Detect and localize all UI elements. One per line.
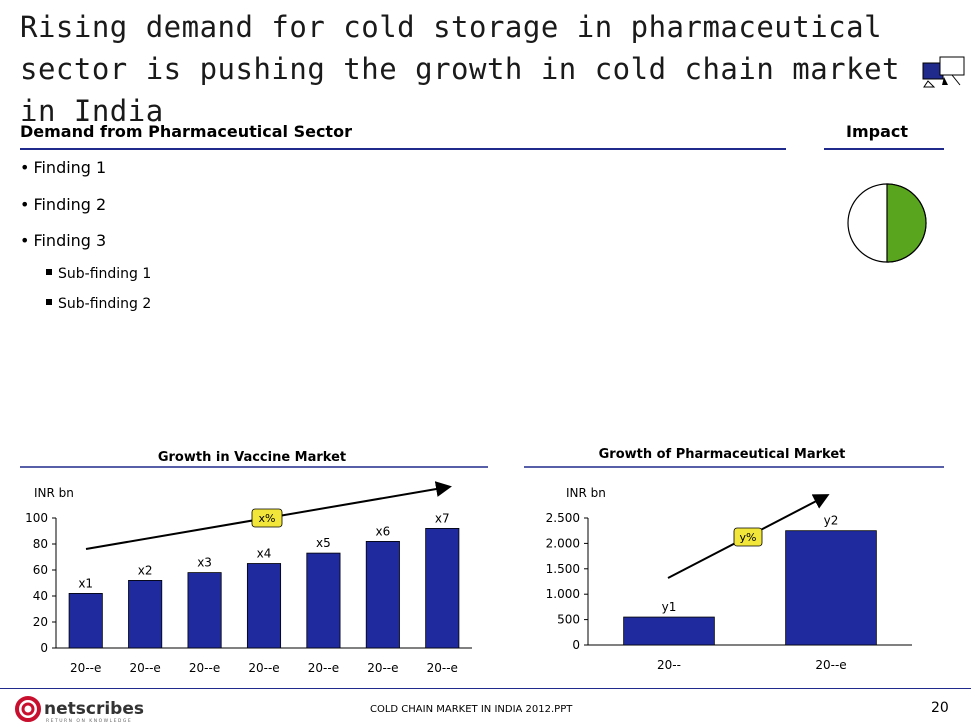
growth-badge: y% [733,527,763,547]
section-divider [20,148,786,150]
bar [623,616,715,646]
bar [128,580,163,649]
bullet-glyph: • [20,195,30,214]
sub-finding-item: Sub-finding 2 [46,296,151,312]
impact-heading: Impact [846,122,909,141]
data-label: y1 [662,600,677,614]
bar [425,528,460,649]
bar [306,552,341,649]
data-label: x4 [257,547,272,561]
sub-finding-text: Sub-finding 1 [58,266,152,282]
finding-item: • Finding 2 [20,195,106,214]
y-tick-label: 20 [33,615,48,629]
data-label: y2 [824,514,839,528]
section-heading: Demand from Pharmaceutical Sector [20,122,352,141]
footer-divider [0,688,971,689]
sub-finding-text: Sub-finding 2 [58,296,152,312]
y-tick-label: 100 [25,511,48,525]
y-tick-label: 500 [557,613,580,627]
y-tick-label: 2.500 [546,511,580,525]
y-tick-label: 1.000 [546,587,580,601]
y-tick-label: 1.500 [546,562,580,576]
logo-swirl-icon [15,696,41,722]
bullet-glyph: • [20,158,30,177]
bullet-glyph: • [20,231,30,250]
sub-finding-item: Sub-finding 1 [46,266,151,282]
square-bullet-icon [46,269,52,275]
bar [187,572,222,649]
category-label: 20--e [70,661,101,675]
y-tick-label: 0 [40,641,48,655]
data-label: x7 [435,511,450,525]
y-tick-label: 2.000 [546,536,580,550]
vaccine-market-chart: Growth in Vaccine Market INR bn 0 20 40 60 8… [20,450,488,675]
category-label: 20--e [427,661,458,675]
bar [246,563,282,649]
bars: y1 20-- y2 20--e [623,514,877,672]
data-label: x1 [78,576,93,590]
finding-item: • Finding 3 [20,231,106,250]
category-label: 20--e [367,661,398,675]
y-tick-label: 60 [33,563,48,577]
data-label: x6 [375,524,390,538]
growth-label: x% [259,512,276,525]
logo-tagline: RETURN ON KNOWLEDGE [46,718,132,724]
growth-label: y% [740,531,757,544]
unit-label: INR bn [566,486,606,500]
finding-text: Finding 2 [33,195,107,214]
slide-title: Rising demand for cold storage in pharma… [20,10,901,128]
bar [68,593,103,649]
footer-text: COLD CHAIN MARKET IN INDIA 2012.PPT [370,704,573,715]
category-label: 20--e [815,658,846,672]
bars: x1 20--e x2 20--e x3 20--e x4 20--e x5 20--e x6 20-… [68,511,460,675]
data-label: x5 [316,536,331,550]
bar [365,541,400,649]
y-tick-label: 80 [33,537,48,551]
netscribes-logo: netscribes RETURN ON KNOWLEDGE [15,696,144,724]
category-label: 20--e [189,661,220,675]
data-label: x3 [197,556,212,570]
finding-item: • Finding 1 [20,158,106,177]
pharma-market-chart: Growth of Pharmaceutical Market INR bn 0… [524,447,944,672]
y-tick-label: 0 [572,638,580,652]
data-label: x2 [138,563,153,577]
chart-title: Growth in Vaccine Market [158,450,346,465]
bar [785,530,877,646]
y-tick-label: 40 [33,589,48,603]
monitor-icon [922,56,965,88]
unit-label: INR bn [34,486,74,500]
category-label: 20--e [129,661,160,675]
chart-title: Growth of Pharmaceutical Market [599,447,846,462]
finding-text: Finding 1 [33,158,107,177]
category-label: 20--e [248,661,279,675]
square-bullet-icon [46,299,52,305]
page-number: 20 [931,700,949,716]
logo-text: netscribes [44,699,144,719]
category-label: 20--e [308,661,339,675]
growth-badge: x% [251,508,283,528]
finding-text: Finding 3 [33,231,107,250]
impact-fill [886,183,927,263]
category-label: 20-- [657,658,681,672]
impact-harvey-ball [847,183,927,263]
impact-divider [824,148,944,150]
